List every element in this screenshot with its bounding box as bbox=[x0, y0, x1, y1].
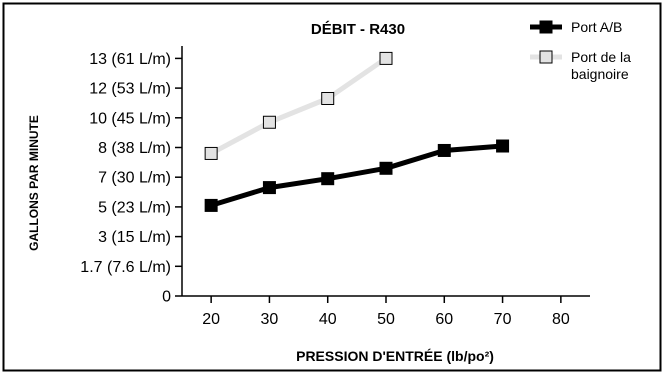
series-1 bbox=[204, 139, 510, 212]
data-point bbox=[204, 146, 218, 160]
x-tick-label: 70 bbox=[494, 311, 512, 328]
y-axis-title: GALLONS PAR MINUTE bbox=[27, 115, 41, 251]
legend-label: Port de la bbox=[571, 49, 631, 65]
y-tick-label: 7 (30 L/m) bbox=[98, 170, 171, 187]
y-tick-label: 5 (23 L/m) bbox=[98, 199, 171, 216]
y-tick-label: 10 (45 L/m) bbox=[89, 110, 171, 127]
chart-border bbox=[2, 2, 662, 372]
data-point bbox=[262, 181, 276, 195]
legend-swatch-marker bbox=[539, 50, 553, 64]
series-2 bbox=[204, 51, 393, 160]
data-point bbox=[379, 51, 393, 65]
series-layer bbox=[204, 51, 510, 212]
y-tick-label: 0 bbox=[162, 289, 171, 306]
series-line bbox=[210, 143, 503, 208]
y-tick-label: 13 (61 L/m) bbox=[89, 51, 171, 68]
x-tick-label: 20 bbox=[202, 311, 220, 328]
x-tick-label: 80 bbox=[552, 311, 570, 328]
y-tick-label: 1.7 (7.6 L/m) bbox=[80, 259, 171, 276]
chart-title: DÉBIT - R430 bbox=[311, 21, 405, 38]
y-tick-label: 12 (53 L/m) bbox=[89, 81, 171, 98]
data-point bbox=[321, 91, 335, 105]
y-tick-label: 8 (38 L/m) bbox=[98, 140, 171, 157]
x-tick-label: 60 bbox=[435, 311, 453, 328]
series-line bbox=[209, 56, 388, 156]
data-point bbox=[262, 115, 276, 129]
y-tick-label: 3 (15 L/m) bbox=[98, 229, 171, 246]
data-point bbox=[379, 161, 393, 175]
data-point bbox=[204, 198, 218, 212]
legend-item: Port A/B bbox=[530, 19, 622, 35]
legend-label: Port A/B bbox=[571, 19, 622, 35]
x-tick-label: 30 bbox=[261, 311, 279, 328]
data-point bbox=[321, 172, 335, 186]
legend-label: baignoire bbox=[571, 66, 629, 82]
x-axis: 20 30 40 50 60 70 80 bbox=[182, 295, 590, 328]
legend-swatch-marker bbox=[539, 20, 553, 34]
x-axis-title: PRESSION D'ENTRÉE (lb/po²) bbox=[296, 348, 494, 364]
data-point bbox=[437, 143, 451, 157]
x-tick-label: 40 bbox=[319, 311, 337, 328]
x-tick-label: 50 bbox=[377, 311, 395, 328]
data-point bbox=[496, 139, 510, 153]
y-axis: 0 1.7 (7.6 L/m) 3 (15 L/m) 5 (23 L/m) 7 (30 … bbox=[80, 46, 183, 306]
